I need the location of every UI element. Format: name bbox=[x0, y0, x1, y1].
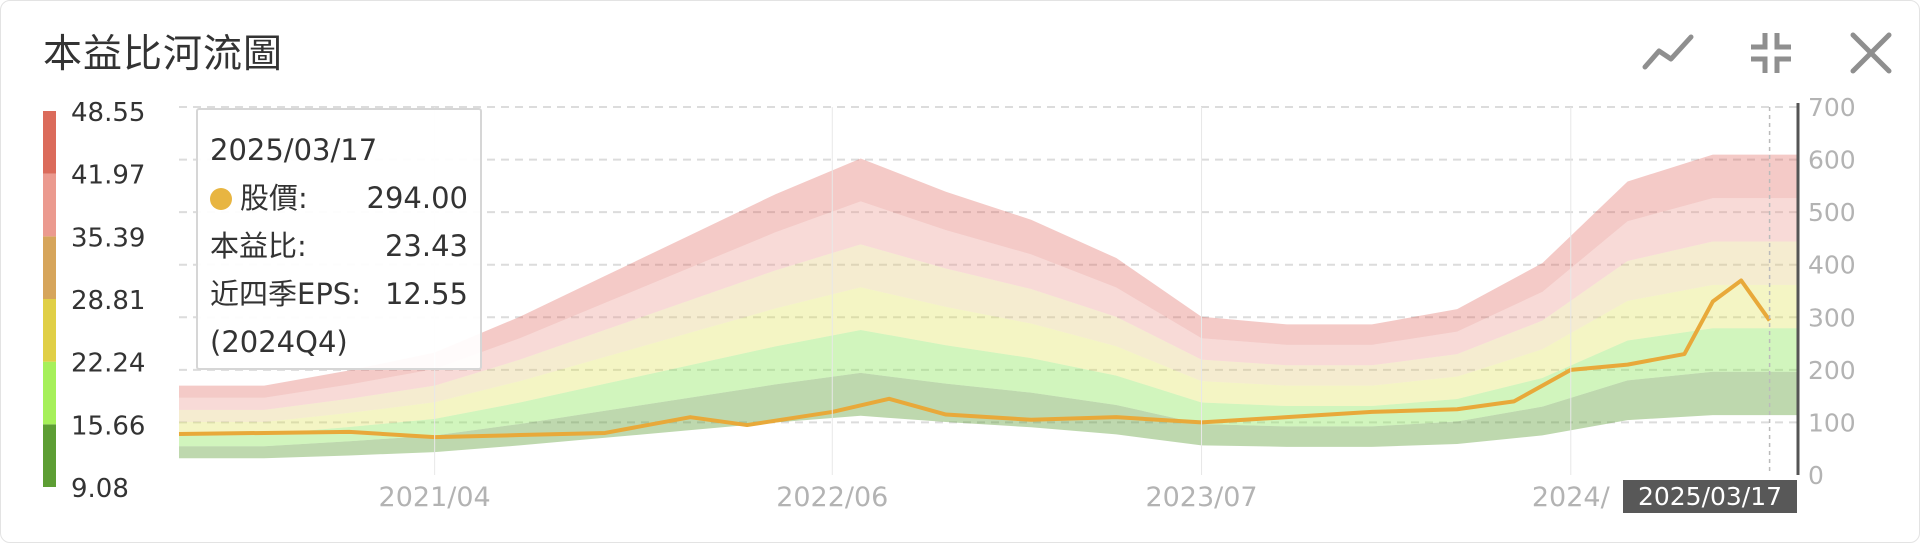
y-tick-label: 400 bbox=[1808, 251, 1856, 280]
price-dot-icon bbox=[210, 188, 232, 210]
x-tick-label: 2023/07 bbox=[1145, 482, 1257, 513]
pe-level-label: 28.81 bbox=[71, 286, 145, 316]
close-icon[interactable] bbox=[1843, 27, 1899, 79]
pe-band-6 bbox=[179, 154, 1798, 398]
pe-level-label: 22.24 bbox=[71, 349, 145, 379]
x-tick-label: 2024/ bbox=[1532, 482, 1611, 513]
tooltip-pe-value: 23.43 bbox=[384, 229, 468, 263]
tooltip: 2025/03/17 股價: 294.00 本益比: 23.43 近四季EPS:… bbox=[196, 108, 482, 370]
pe-level-label: 15.66 bbox=[71, 411, 145, 441]
scale-segment-1 bbox=[43, 424, 56, 487]
y-tick-label: 100 bbox=[1808, 408, 1856, 437]
y-tick-label: 200 bbox=[1808, 356, 1856, 385]
tooltip-pe-label: 本益比: bbox=[210, 229, 307, 263]
panel-title: 本益比河流圖 bbox=[43, 32, 284, 77]
x-tick-label: 2021/04 bbox=[379, 482, 491, 513]
pe-level-label: 48.55 bbox=[71, 98, 145, 128]
pe-band-1 bbox=[179, 371, 1798, 459]
scale-segment-6 bbox=[43, 111, 56, 174]
y-tick-label: 700 bbox=[1808, 93, 1856, 122]
pe-band-4 bbox=[179, 241, 1798, 423]
tooltip-eps-label: 近四季EPS: bbox=[210, 277, 361, 311]
scale-segment-3 bbox=[43, 299, 56, 362]
y-tick-label: 0 bbox=[1808, 461, 1824, 490]
scale-segment-5 bbox=[43, 173, 56, 237]
y-tick-label: 500 bbox=[1808, 198, 1856, 227]
scale-segment-4 bbox=[43, 236, 56, 299]
crosshair-date-label: 2025/03/17 bbox=[1623, 480, 1797, 513]
tooltip-price-label: 股價: bbox=[240, 181, 308, 215]
pe-band-2 bbox=[179, 328, 1798, 447]
y-tick-label: 300 bbox=[1808, 303, 1856, 332]
pe-level-label: 41.97 bbox=[71, 161, 145, 191]
tooltip-date: 2025/03/17 bbox=[210, 133, 378, 167]
scale-segment-2 bbox=[43, 361, 56, 425]
compress-icon[interactable] bbox=[1743, 27, 1799, 79]
price-line bbox=[178, 278, 1772, 440]
pe-level-label: 9.08 bbox=[71, 474, 129, 504]
pe-band-3 bbox=[179, 284, 1798, 435]
line-chart-icon[interactable] bbox=[1641, 27, 1697, 79]
y-tick-label: 600 bbox=[1808, 146, 1856, 175]
x-tick-label: 2022/06 bbox=[776, 482, 888, 513]
tooltip-eps-period: (2024Q4) bbox=[210, 325, 348, 359]
tooltip-eps-value: 12.55 bbox=[384, 277, 468, 311]
pe-band-5 bbox=[179, 198, 1798, 410]
pe-level-label: 35.39 bbox=[71, 223, 145, 253]
tooltip-price-value: 294.00 bbox=[366, 181, 468, 215]
